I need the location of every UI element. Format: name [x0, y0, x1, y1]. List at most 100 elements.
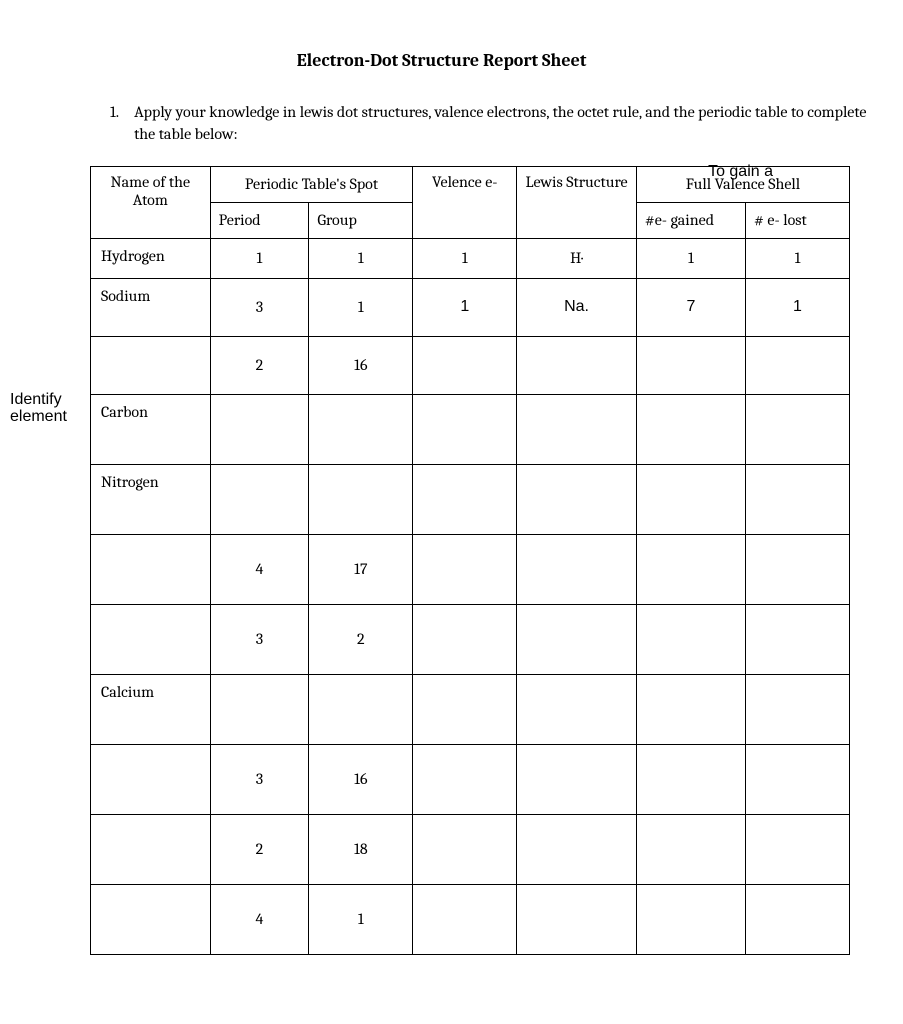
- cell-atom: Calcium: [91, 674, 211, 744]
- cell-period: 3: [210, 604, 309, 674]
- cell-gained: [636, 604, 745, 674]
- cell-period: 1: [210, 238, 309, 278]
- cell-atom: [91, 884, 211, 954]
- table-row: 216: [91, 336, 850, 394]
- cell-group: 1: [309, 884, 413, 954]
- cell-lost: 1: [745, 278, 849, 336]
- cell-lewis: [517, 464, 637, 534]
- cell-lewis: H·: [517, 238, 637, 278]
- cell-group: [309, 394, 413, 464]
- cell-valence: [413, 884, 517, 954]
- cell-atom: [91, 336, 211, 394]
- cell-group: [309, 464, 413, 534]
- instruction-container: 1. Apply your knowledge in lewis dot str…: [10, 101, 873, 146]
- cell-group: 1: [309, 278, 413, 336]
- table-row: 32: [91, 604, 850, 674]
- cell-atom: Nitrogen: [91, 464, 211, 534]
- cell-lost: [745, 394, 849, 464]
- page-title: Electron-Dot Structure Report Sheet: [10, 50, 873, 71]
- instruction-text: Apply your knowledge in lewis dot struct…: [134, 101, 873, 146]
- worksheet-page: Electron-Dot Structure Report Sheet 1. A…: [0, 0, 903, 1005]
- cell-lost: [745, 744, 849, 814]
- side-label-line1: Identify: [10, 391, 62, 408]
- cell-valence: [413, 744, 517, 814]
- table-row: 218: [91, 814, 850, 884]
- cell-group: 16: [309, 744, 413, 814]
- cell-valence: 1: [413, 278, 517, 336]
- cell-lewis: [517, 814, 637, 884]
- cell-period: [210, 464, 309, 534]
- cell-group: 2: [309, 604, 413, 674]
- electron-dot-table: Name of the Atom Periodic Table's Spot V…: [90, 166, 850, 955]
- cell-valence: [413, 814, 517, 884]
- cell-lewis: [517, 744, 637, 814]
- cell-period: 2: [210, 814, 309, 884]
- cell-gained: [636, 884, 745, 954]
- cell-lewis: [517, 394, 637, 464]
- cell-atom: Carbon: [91, 394, 211, 464]
- cell-lost: [745, 814, 849, 884]
- cell-atom: [91, 604, 211, 674]
- cell-valence: [413, 674, 517, 744]
- table-row: 316: [91, 744, 850, 814]
- cell-gained: 1: [636, 238, 745, 278]
- cell-atom: [91, 744, 211, 814]
- identify-element-label: Identify element: [10, 391, 85, 426]
- cell-gained: [636, 744, 745, 814]
- header-lewis: Lewis Structure: [517, 166, 637, 238]
- cell-gained: [636, 464, 745, 534]
- cell-group: 16: [309, 336, 413, 394]
- header-gained: #e- gained: [636, 202, 745, 238]
- side-label-line2: element: [10, 408, 67, 425]
- gain-label: To gain a: [708, 163, 773, 181]
- cell-lost: [745, 534, 849, 604]
- header-spot: Periodic Table's Spot: [210, 166, 413, 202]
- table-row: Calcium: [91, 674, 850, 744]
- cell-lewis: Na.: [517, 278, 637, 336]
- cell-lewis: [517, 884, 637, 954]
- cell-group: 1: [309, 238, 413, 278]
- cell-lost: [745, 884, 849, 954]
- cell-period: 3: [210, 278, 309, 336]
- cell-period: 3: [210, 744, 309, 814]
- table-container: To gain a Identify element Name of the A…: [10, 166, 873, 955]
- table-row: 41: [91, 884, 850, 954]
- cell-period: [210, 394, 309, 464]
- header-period: Period: [210, 202, 309, 238]
- cell-valence: 1: [413, 238, 517, 278]
- cell-group: [309, 674, 413, 744]
- cell-valence: [413, 534, 517, 604]
- cell-gained: [636, 814, 745, 884]
- cell-lost: [745, 674, 849, 744]
- cell-valence: [413, 336, 517, 394]
- instruction-number: 1.: [110, 101, 119, 146]
- cell-lewis: [517, 604, 637, 674]
- cell-gained: [636, 394, 745, 464]
- cell-atom: [91, 534, 211, 604]
- cell-atom: [91, 814, 211, 884]
- cell-atom: Hydrogen: [91, 238, 211, 278]
- cell-lost: [745, 604, 849, 674]
- header-valence: Velence e-: [413, 166, 517, 238]
- cell-gained: [636, 534, 745, 604]
- table-row: Hydrogen111H·11: [91, 238, 850, 278]
- cell-period: 4: [210, 534, 309, 604]
- cell-gained: 7: [636, 278, 745, 336]
- cell-valence: [413, 394, 517, 464]
- table-row: 417: [91, 534, 850, 604]
- cell-gained: [636, 674, 745, 744]
- cell-group: 18: [309, 814, 413, 884]
- cell-lewis: [517, 674, 637, 744]
- cell-lost: [745, 336, 849, 394]
- header-lost: # e- lost: [745, 202, 849, 238]
- table-row: Carbon: [91, 394, 850, 464]
- instruction-item: 1. Apply your knowledge in lewis dot str…: [110, 101, 873, 146]
- cell-group: 17: [309, 534, 413, 604]
- cell-period: 2: [210, 336, 309, 394]
- cell-lewis: [517, 534, 637, 604]
- table-body: Hydrogen111H·11Sodium311Na.71216CarbonNi…: [91, 238, 850, 954]
- cell-gained: [636, 336, 745, 394]
- cell-lost: [745, 464, 849, 534]
- cell-period: [210, 674, 309, 744]
- cell-atom: Sodium: [91, 278, 211, 336]
